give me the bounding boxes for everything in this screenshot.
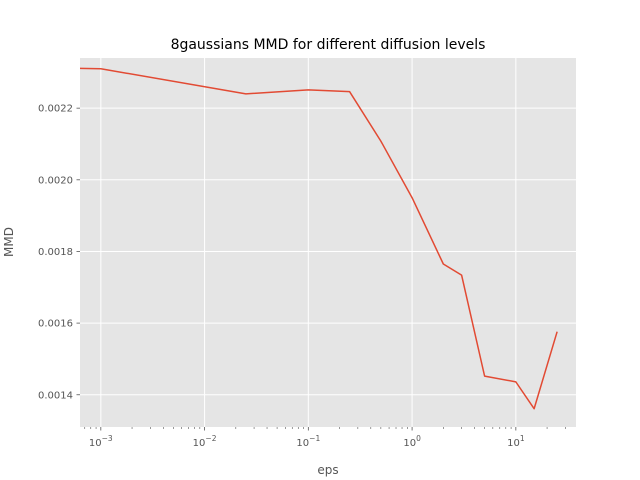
tick-labels: 10−3 10−2 10−1 100 101 0.0014 0.0016 0.0018 0.00…: [38, 104, 525, 449]
minor-ticks: [84, 427, 566, 429]
x-tick-label: 10−2: [193, 434, 217, 449]
y-tick-label: 0.0018: [38, 247, 73, 258]
plot-area: [80, 58, 576, 427]
grid-lines: [80, 58, 576, 427]
x-axis-label: eps: [317, 463, 338, 477]
chart-title: 8gaussians MMD for different diffusion l…: [171, 37, 486, 53]
series-layer: [79, 67, 558, 410]
y-tick-label: 0.0016: [38, 319, 73, 330]
y-tick-label: 0.0020: [38, 175, 73, 186]
series-line: [79, 67, 558, 410]
y-tick-label: 0.0014: [38, 390, 73, 401]
x-tick-label: 101: [507, 434, 525, 449]
x-tick-label: 100: [403, 434, 421, 449]
y-axis-label: MMD: [2, 227, 16, 257]
x-tick-label: 10−3: [89, 434, 113, 449]
x-tick-label: 10−1: [296, 434, 320, 449]
y-tick-label: 0.0022: [38, 104, 73, 115]
